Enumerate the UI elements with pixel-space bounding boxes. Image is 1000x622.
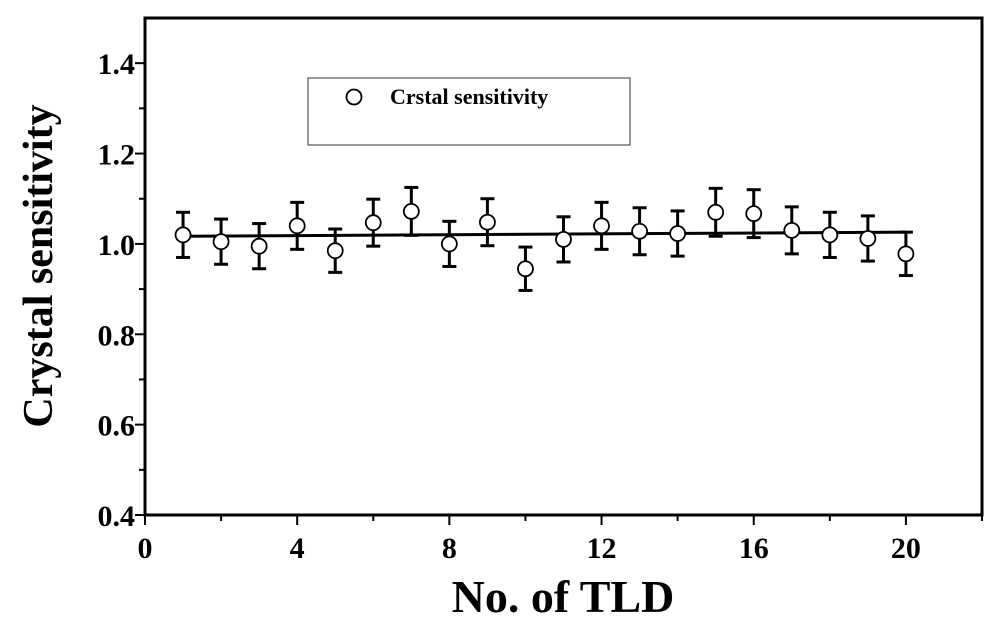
data-point — [631, 222, 648, 240]
y-tick-label: 1.2 — [98, 139, 136, 172]
legend: Crstal sensitivity — [307, 77, 631, 146]
x-tick-label: 8 — [442, 532, 457, 565]
legend-box — [307, 77, 631, 146]
y-tick-label: 0.8 — [98, 319, 136, 352]
y-tick-label: 0.4 — [98, 500, 136, 533]
data-point — [174, 226, 192, 244]
x-axis-ticks — [144, 515, 983, 525]
data-point — [440, 235, 458, 253]
data-point — [288, 217, 306, 235]
x-axis-tick-labels: 0 4 8 12 16 20 — [138, 532, 921, 565]
data-point — [783, 221, 801, 239]
y-axis-ticks — [135, 62, 145, 516]
legend-marker — [345, 88, 363, 106]
data-point — [212, 233, 230, 251]
plot-frame — [143, 16, 984, 517]
data-point — [707, 203, 725, 221]
error-bars — [176, 185, 913, 292]
data-point — [745, 205, 763, 223]
data-point — [326, 242, 344, 260]
data-point — [517, 260, 534, 278]
data-point — [859, 230, 877, 247]
legend-label: Crstal sensitivity — [390, 84, 548, 109]
y-tick-label: 1.4 — [98, 48, 136, 81]
data-point — [669, 225, 687, 242]
data-point — [593, 217, 610, 235]
x-tick-label: 16 — [739, 532, 769, 565]
data-point — [479, 213, 496, 231]
data-point — [250, 237, 268, 255]
y-axis-tick-labels: 0.4 0.6 0.8 1.0 1.2 1.4 — [98, 48, 136, 533]
data-point — [555, 230, 572, 248]
x-tick-label: 4 — [290, 532, 305, 565]
x-axis-title: No. of TLD — [452, 571, 675, 622]
data-point — [897, 245, 915, 263]
y-axis-title: Crystal sensitivity — [16, 104, 62, 427]
x-tick-label: 12 — [587, 532, 617, 565]
data-point — [821, 226, 839, 244]
x-tick-label: 0 — [138, 532, 153, 565]
y-tick-label: 0.6 — [98, 410, 136, 443]
x-tick-label: 20 — [891, 532, 921, 565]
data-point — [402, 202, 420, 220]
data-points — [174, 202, 915, 278]
y-tick-label: 1.0 — [98, 229, 136, 262]
data-point — [364, 214, 382, 232]
